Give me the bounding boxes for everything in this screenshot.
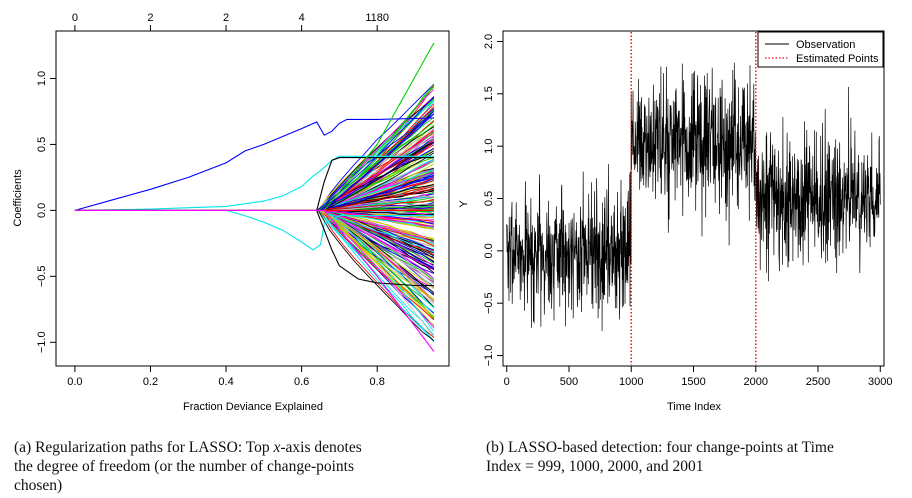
top-tick-label: 4	[299, 12, 305, 24]
regularization-path	[318, 83, 435, 211]
y-tick-label: 0.0	[483, 243, 495, 258]
panel-a-series-group	[74, 42, 435, 352]
x-tick-label: 0.0	[67, 376, 82, 388]
regularization-path	[320, 188, 434, 211]
regularization-path	[320, 184, 434, 211]
regularization-path	[318, 130, 435, 211]
regularization-path	[321, 210, 435, 343]
panel-a-x-axis: 0.0 0.2 0.4 0.6 0.8	[67, 365, 385, 388]
y-tick-label: 1.0	[483, 139, 495, 154]
top-tick-label: 2	[147, 12, 153, 24]
regularization-path	[321, 171, 435, 211]
y-tick-label: −1.0	[36, 331, 48, 353]
panel-b-series-group	[506, 32, 881, 365]
caption-b-label: (b)	[486, 439, 505, 456]
y-tick-label: 0.0	[36, 203, 48, 218]
panel-a-x-axis-label: Fraction Deviance Explained	[183, 401, 323, 413]
y-tick-label: −0.5	[483, 292, 495, 314]
coefficient-path-2	[74, 209, 434, 251]
regularization-path	[316, 158, 435, 211]
regularization-path	[322, 210, 435, 308]
top-tick-label: 2	[223, 12, 229, 24]
coefficient-path-7	[74, 209, 435, 352]
y-tick-label: 1.5	[483, 86, 495, 101]
regularization-path	[322, 210, 435, 300]
y-tick-label: 0.5	[483, 191, 495, 206]
caption-a-line1-variable: x	[273, 439, 281, 456]
legend-box	[757, 31, 884, 68]
regularization-path	[323, 210, 435, 327]
regularization-path	[318, 169, 435, 211]
x-tick-label: 0.6	[294, 376, 309, 388]
x-tick-label: 3000	[868, 376, 892, 388]
regularization-path	[317, 128, 435, 211]
x-tick-label: 0.4	[218, 376, 233, 388]
regularization-path	[322, 141, 435, 211]
top-tick-label: 1180	[365, 12, 389, 24]
x-tick-label: 2500	[806, 376, 830, 388]
regularization-path	[319, 210, 435, 289]
panel-a-top-axis: 0 2 2 4 1180	[72, 12, 389, 32]
legend-observation-label: Observation	[796, 39, 855, 51]
panel-b-x-axis: 0 500 1000 1500 2000 2500 3000	[504, 365, 893, 388]
regularization-path	[321, 209, 435, 271]
x-tick-label: 0.2	[143, 376, 158, 388]
panel-b-legend: Observation Estimated Points	[757, 31, 884, 68]
y-tick-label: 1.0	[36, 71, 48, 86]
panel-b-y-axis-label: Y	[458, 200, 470, 208]
coefficient-path-5	[74, 42, 435, 211]
caption-a: (a) Regularization paths for LASSO: Top …	[14, 438, 444, 495]
panel-b-y-axis: −1.0 −0.5 0.0 0.5 1.0 1.5 2.0	[483, 34, 504, 367]
regularization-path	[321, 209, 434, 227]
regularization-path	[321, 210, 435, 321]
caption-b-line2: Index = 999, 1000, 2000, and 2001	[486, 458, 704, 475]
x-tick-label: 0.8	[370, 376, 385, 388]
panel-a-y-axis: −1.0 −0.5 0.0 0.5 1.0	[36, 71, 57, 353]
x-tick-label: 1000	[619, 376, 643, 388]
regularization-path	[322, 198, 435, 211]
panel-b-x-axis-label: Time Index	[667, 401, 722, 413]
regularization-path	[320, 210, 435, 305]
regularization-path	[323, 128, 435, 211]
caption-b: (b) LASSO-based detection: four change-p…	[486, 438, 912, 476]
regularization-path	[319, 97, 435, 211]
regularization-path	[319, 210, 435, 302]
panel-a-plot-box	[55, 30, 450, 367]
y-tick-label: −0.5	[36, 265, 48, 287]
panel-b-change-point-detection: 0 500 1000 1500 2000 2500 3000 −1.0 −0.5 0.0 0.5 1…	[458, 30, 893, 413]
panel-a-regularization-paths: 0.0 0.2 0.4 0.6 0.8 −1.0 −0.5 0.0 0.5 1.0 0 2 2 4 11…	[12, 12, 450, 413]
x-tick-label: 2000	[744, 376, 768, 388]
legend-estimated-points-label: Estimated Points	[796, 53, 879, 65]
x-tick-label: 0	[504, 376, 510, 388]
x-tick-label: 500	[560, 376, 578, 388]
caption-a-line1-end: -axis denotes	[280, 439, 362, 456]
y-tick-label: 2.0	[483, 34, 495, 49]
regularization-path	[317, 175, 434, 211]
caption-a-line3: chosen)	[14, 477, 63, 494]
y-tick-label: −1.0	[483, 345, 495, 367]
caption-b-line1: LASSO-based detection: four change-point…	[507, 439, 834, 456]
panel-a-y-axis-label: Coefficients	[12, 169, 24, 227]
top-tick-label: 0	[72, 12, 78, 24]
y-tick-label: 0.5	[36, 137, 48, 152]
regularization-path	[321, 210, 435, 318]
regularization-path	[317, 210, 435, 341]
caption-a-line2: the degree of freedom (or the number of …	[14, 458, 355, 475]
coefficient-path-0	[74, 117, 434, 211]
coefficient-path-4	[74, 209, 434, 287]
regularization-path	[319, 113, 435, 211]
observation-series	[506, 62, 881, 332]
caption-a-label: (a)	[14, 439, 32, 456]
regularization-path	[322, 147, 435, 211]
regularization-path	[319, 147, 435, 211]
x-tick-label: 1500	[681, 376, 705, 388]
caption-a-line1-start: Regularization paths for LASSO: Top	[35, 439, 274, 456]
